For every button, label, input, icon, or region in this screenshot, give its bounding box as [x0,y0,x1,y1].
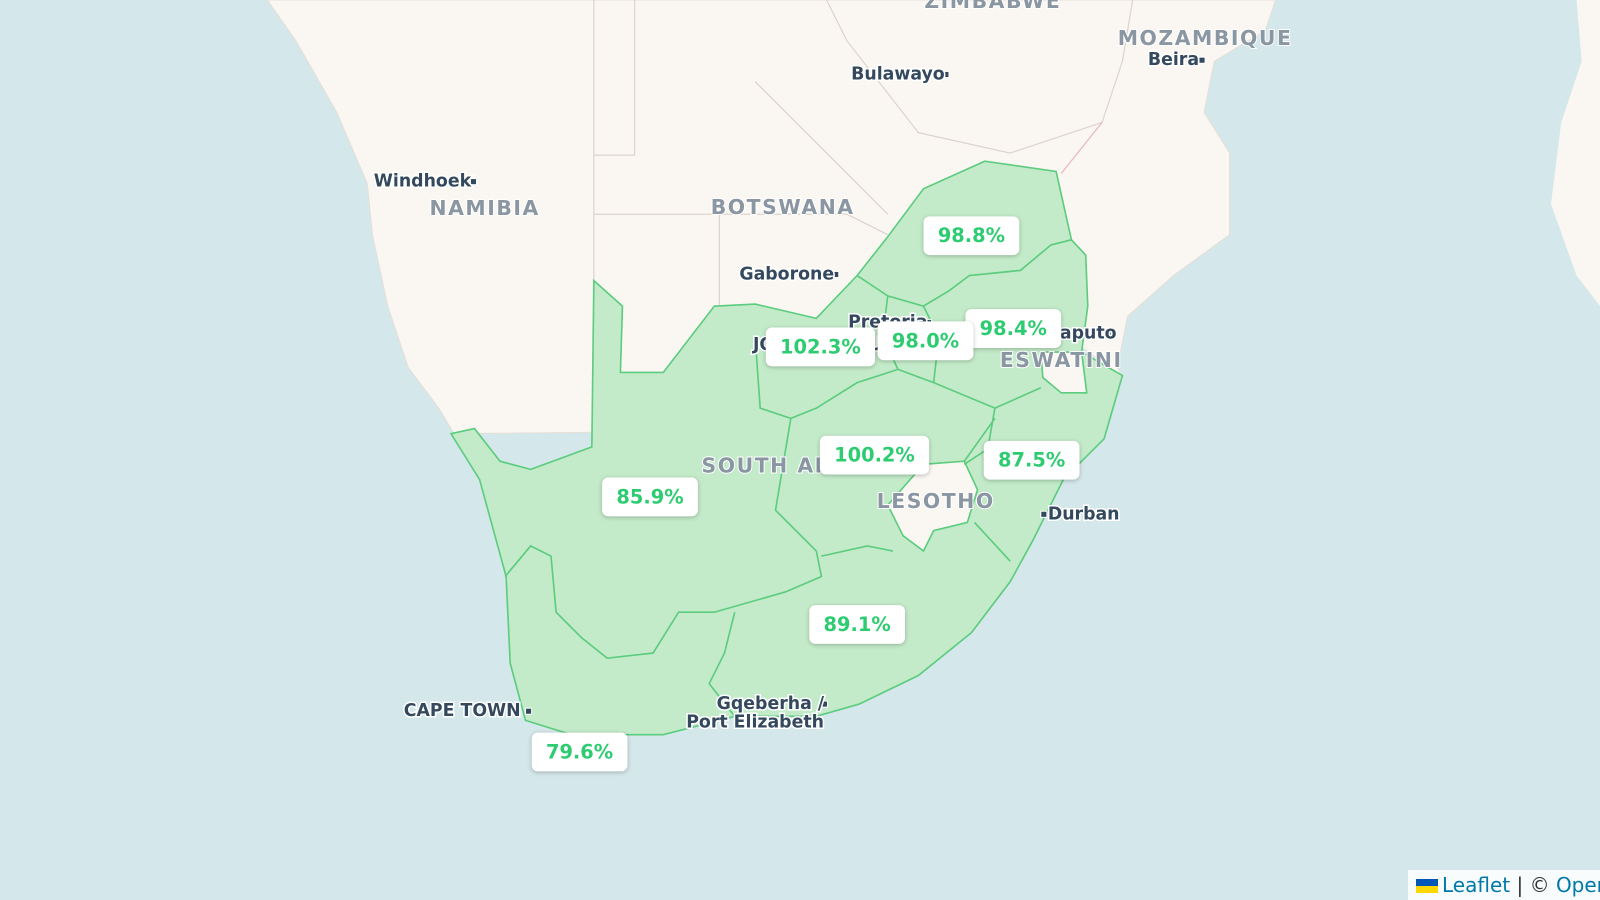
region-label-box [965,309,1062,348]
region-value: 98.0% [892,329,959,352]
leaflet-link[interactable]: Leaflet [1442,873,1511,897]
region-label: 79.6% [531,732,628,772]
region-label-box [809,605,906,644]
borders [593,0,1134,307]
region-value: 85.9% [616,485,683,508]
city-label: Durban [1048,504,1120,524]
city-label: Windhoek [374,172,472,192]
region-label-box [877,321,974,361]
city-dot [942,70,950,79]
land [1551,0,1600,307]
province-borders [504,239,1072,717]
country-label: ESWATINI [1000,348,1123,372]
region-value: 98.4% [980,317,1047,340]
region-label: 102.3% [765,327,876,367]
country-label: BOTSWANA [711,195,855,219]
city-dot [820,700,829,708]
region-label-box [531,732,628,772]
country-label: MOZAMBIQUE [1118,26,1293,50]
city-dot [469,178,478,186]
country-label: ZIMBABWE [924,0,1061,13]
region-label: 89.1% [809,605,906,644]
region-label: 85.9% [602,477,698,517]
city-label: Gaborone [739,264,834,284]
city-dot [1040,510,1048,518]
eswatini [1039,351,1088,394]
region-value: 87.5% [998,449,1065,472]
separator: | © [1516,873,1550,897]
region-label: 98.4% [965,309,1062,348]
source-link[interactable]: OpenStreetMap [1555,873,1600,897]
region-label-box [602,477,698,517]
region-value: 89.1% [824,613,891,636]
city-label: Bulawayo [851,64,945,84]
city-label: CAPE TOWN [404,701,521,721]
city-label: Beira [1148,50,1199,70]
city-dot [832,270,840,279]
country-label: NAMIBIA [430,196,540,220]
region-label: 98.0% [877,321,974,361]
region-label: 98.8% [923,216,1020,256]
region-label-box [765,327,876,367]
city-dot [525,707,533,715]
attribution: Leaflet | © OpenStreetMap [1408,870,1600,900]
region-value: 98.8% [938,224,1005,247]
south-africa [449,160,1124,736]
region-value: 100.2% [834,444,915,467]
region-value: 102.3% [780,335,861,358]
region-label-box [923,216,1020,256]
city-label: Port Elizabeth [686,712,824,732]
region-label-box [819,435,930,475]
region-value: 79.6% [546,741,613,764]
lesotho [886,460,979,553]
region-label: 87.5% [983,440,1080,480]
region-label-box [983,440,1080,480]
city-dot [1104,330,1112,338]
flag-icon [1416,879,1438,893]
country-label: LESOTHO [877,489,995,513]
city-dot [1198,56,1206,64]
region-label: 100.2% [819,435,930,475]
region-labels: 98.8% 98.4% 98.0% 102.3% 100.2% 87.5% 85.9% 89.… [531,216,1080,772]
city-label: Gqeberha / [717,694,825,714]
